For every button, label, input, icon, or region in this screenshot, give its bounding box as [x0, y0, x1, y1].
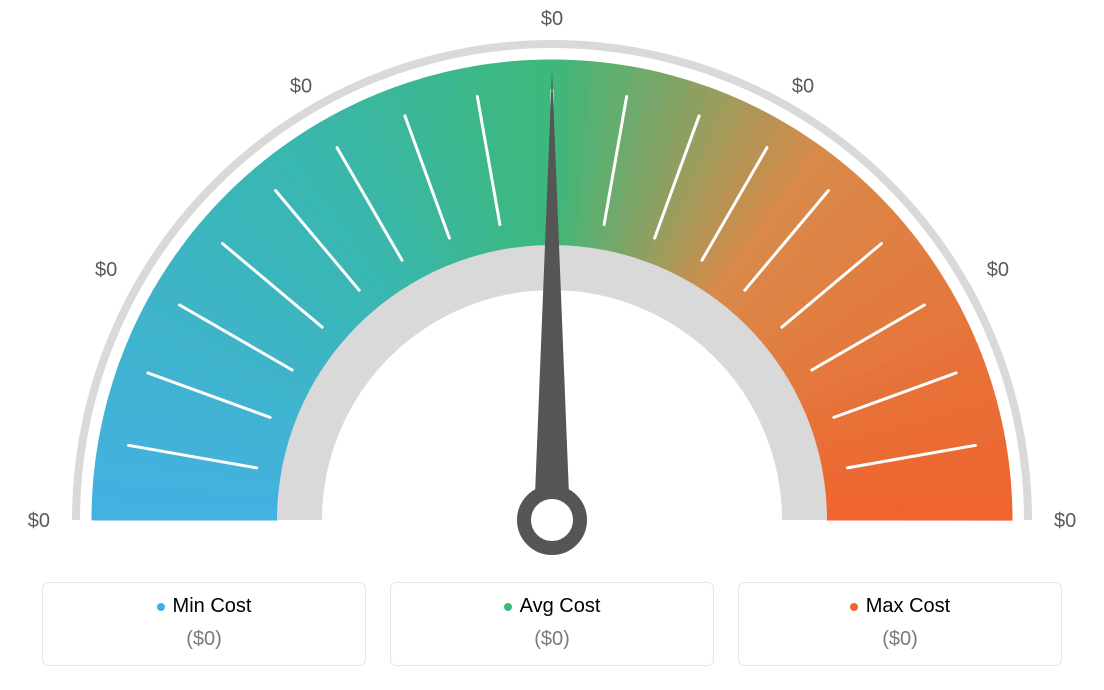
gauge-arc-label: $0	[987, 259, 1009, 281]
legend-dot-max	[850, 603, 858, 611]
legend-card-min: Min Cost ($0)	[42, 582, 366, 666]
gauge-arc-label: $0	[792, 75, 814, 97]
legend-dot-min	[157, 603, 165, 611]
gauge-arc-label: $0	[1054, 510, 1076, 532]
legend-value-max: ($0)	[739, 628, 1061, 651]
legend-value-min: ($0)	[43, 628, 365, 651]
legend-label-avg: Avg Cost	[520, 595, 601, 618]
gauge-arc-label: $0	[541, 8, 563, 30]
legend-dot-avg	[504, 603, 512, 611]
legend-value-avg: ($0)	[391, 628, 713, 651]
gauge-arc-label: $0	[28, 510, 50, 532]
gauge-arc-label: $0	[95, 259, 117, 281]
gauge-arc-label: $0	[290, 75, 312, 97]
gauge-chart: $0 $0 $0 $0 $0 $0 $0	[0, 0, 1104, 560]
legend-card-max: Max Cost ($0)	[738, 582, 1062, 666]
legend-row: Min Cost ($0) Avg Cost ($0) Max Cost ($0…	[42, 582, 1062, 666]
legend-label-min: Min Cost	[173, 595, 252, 618]
cost-gauge-widget: $0 $0 $0 $0 $0 $0 $0 Min Cost ($0) Avg Cost ($…	[0, 0, 1104, 690]
legend-label-max: Max Cost	[866, 595, 950, 618]
legend-card-avg: Avg Cost ($0)	[390, 582, 714, 666]
